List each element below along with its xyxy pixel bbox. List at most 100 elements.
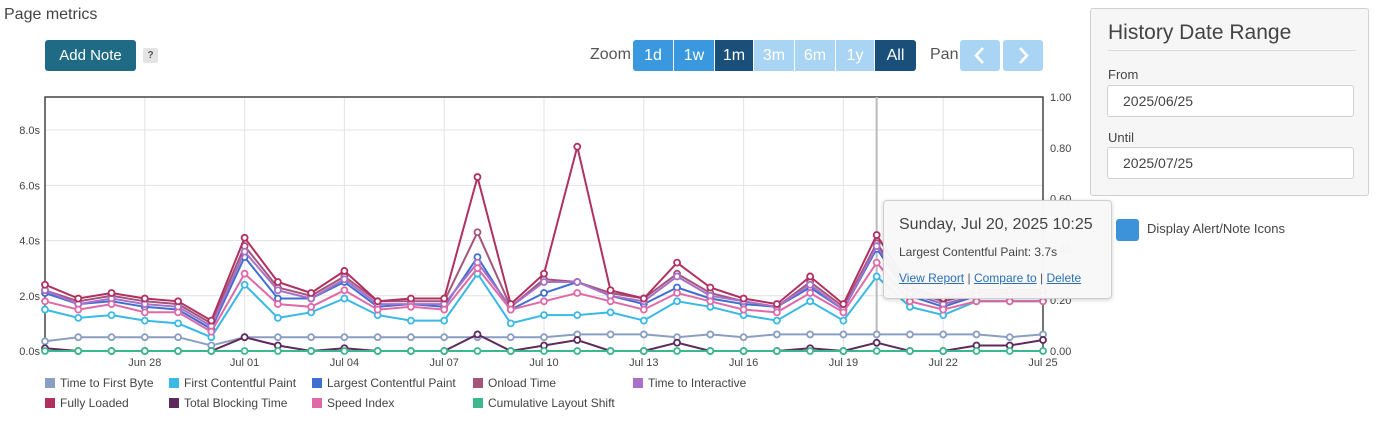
delete-link[interactable]: Delete xyxy=(1046,271,1082,285)
zoom-1y-button[interactable]: 1y xyxy=(836,40,874,71)
zoom-1d-button[interactable]: 1d xyxy=(633,40,673,71)
data-point xyxy=(174,308,182,317)
until-label: Until xyxy=(1108,130,1135,145)
x-tick-label: Jul 19 xyxy=(829,357,858,369)
x-tick-label: Jul 10 xyxy=(529,357,558,369)
data-point xyxy=(772,308,781,317)
display-alert-checkbox[interactable] xyxy=(1116,219,1139,241)
tooltip-links: View Report | Compare to | Delete xyxy=(899,271,1081,285)
zoom-1m-button[interactable]: 1m xyxy=(715,40,753,71)
data-point xyxy=(839,308,848,317)
chevron-right-icon xyxy=(1019,47,1029,64)
data-point xyxy=(407,294,415,303)
tooltip-title: Sunday, Jul 20, 2025 10:25 xyxy=(899,216,1093,233)
data-point xyxy=(41,305,49,314)
data-point xyxy=(41,347,49,355)
data-point xyxy=(639,330,648,339)
legend-item[interactable]: Total Blocking Time xyxy=(169,396,287,412)
add-note-button[interactable]: Add Note xyxy=(45,40,136,71)
legend-item[interactable]: First Contentful Paint xyxy=(169,376,296,392)
data-point xyxy=(839,316,848,325)
from-date-input[interactable] xyxy=(1107,85,1354,117)
y-right-tick-label: 0.80 xyxy=(1050,143,1071,155)
data-point xyxy=(140,347,149,355)
chevron-left-icon xyxy=(974,47,984,64)
legend-label: Largest Contentful Paint xyxy=(327,376,456,390)
data-point xyxy=(673,258,681,267)
legend-label: Speed Index xyxy=(327,396,395,410)
data-point xyxy=(540,333,548,342)
data-point xyxy=(639,294,648,303)
legend-swatch xyxy=(473,378,483,388)
legend-swatch xyxy=(312,398,322,408)
pan-left-button[interactable] xyxy=(960,40,1000,71)
legend-item[interactable]: Cumulative Layout Shift xyxy=(473,396,615,412)
compare-to-link[interactable]: Compare to xyxy=(973,271,1037,285)
legend-swatch xyxy=(473,398,483,408)
data-point xyxy=(174,333,182,342)
legend-item[interactable]: Fully Loaded xyxy=(45,396,129,412)
chart-legend: Time to First Byte First Contentful Paint… xyxy=(45,376,825,420)
data-point xyxy=(240,247,249,256)
zoom-1w-button[interactable]: 1w xyxy=(674,40,714,71)
data-point xyxy=(273,333,282,342)
data-point xyxy=(307,289,316,297)
pan-right-button[interactable] xyxy=(1003,40,1043,71)
legend-item[interactable]: Largest Contentful Paint xyxy=(312,376,456,392)
data-point xyxy=(440,333,449,342)
data-point xyxy=(240,280,249,289)
data-point xyxy=(473,264,482,273)
page-title: Page metrics xyxy=(4,6,98,23)
legend-item[interactable]: Speed Index xyxy=(312,396,394,412)
data-point xyxy=(207,316,216,325)
data-point xyxy=(407,333,415,342)
data-point xyxy=(606,347,615,355)
data-point xyxy=(706,283,715,292)
data-point xyxy=(806,347,815,355)
data-point xyxy=(706,347,715,355)
legend-item[interactable]: Time to First Byte xyxy=(45,376,154,392)
y-left-tick-label: 6.0s xyxy=(19,180,40,192)
data-point xyxy=(340,275,349,284)
legend-label: First Contentful Paint xyxy=(184,376,297,390)
data-point xyxy=(939,347,948,355)
data-point xyxy=(74,347,83,355)
data-point xyxy=(440,347,449,355)
x-tick-label: Jul 25 xyxy=(1028,357,1057,369)
help-icon[interactable]: ? xyxy=(143,48,158,63)
history-title: History Date Range xyxy=(1108,21,1292,44)
data-point xyxy=(207,347,216,355)
legend-swatch xyxy=(312,378,322,388)
data-point xyxy=(906,297,914,306)
data-point xyxy=(540,289,548,297)
until-date-input[interactable] xyxy=(1107,147,1354,179)
history-date-range-panel: History Date Range From Until xyxy=(1090,8,1369,196)
data-point xyxy=(407,347,415,355)
data-point xyxy=(240,333,249,342)
data-point xyxy=(706,297,715,306)
data-point xyxy=(639,305,648,314)
legend-swatch xyxy=(169,398,179,408)
zoom-6m-button[interactable]: 6m xyxy=(795,40,835,71)
data-point xyxy=(573,142,582,151)
data-point xyxy=(273,347,282,355)
data-point xyxy=(440,305,449,314)
data-point xyxy=(573,289,582,297)
data-point xyxy=(772,330,781,339)
view-report-link[interactable]: View Report xyxy=(899,271,965,285)
data-point xyxy=(639,347,648,355)
x-tick-label: Jul 01 xyxy=(230,357,259,369)
zoom-all-button[interactable]: All xyxy=(875,40,916,71)
legend-item[interactable]: Time to Interactive xyxy=(633,376,746,392)
data-point xyxy=(739,294,748,303)
data-point xyxy=(639,316,648,325)
zoom-3m-button[interactable]: 3m xyxy=(754,40,794,71)
data-point xyxy=(972,297,981,306)
legend-label: Time to First Byte xyxy=(60,376,154,390)
data-point xyxy=(540,269,548,278)
from-label: From xyxy=(1108,67,1139,82)
legend-item[interactable]: Onload Time xyxy=(473,376,556,392)
data-point xyxy=(939,330,948,339)
y-left-tick-label: 4.0s xyxy=(19,236,40,248)
data-point xyxy=(140,333,149,342)
